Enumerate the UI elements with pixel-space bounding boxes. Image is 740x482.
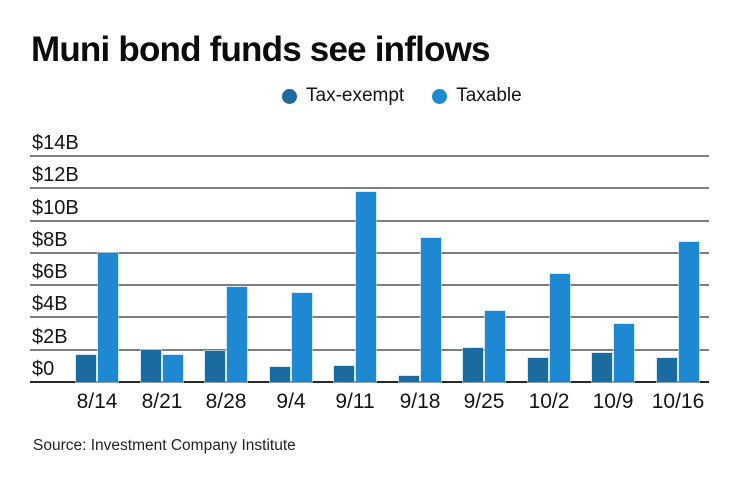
bar-taxable-10-9	[614, 324, 634, 382]
y-tick-label: $8B	[32, 229, 68, 251]
source-note: Source: Investment Company Institute	[33, 437, 296, 454]
bar-taxable-8-14	[98, 253, 118, 382]
bar-taxable-8-21	[163, 355, 183, 382]
y-tick-label: $10B	[32, 197, 79, 219]
y-tick-label: $0	[32, 358, 55, 380]
x-tick-label: 10/9	[592, 390, 634, 413]
x-tick-label: 10/16	[651, 390, 705, 413]
legend-item-tax-exempt: Tax-exempt	[282, 85, 404, 107]
legend-dot-taxable	[432, 88, 448, 104]
bar-taxable-9-11	[356, 192, 376, 382]
x-tick-label: 8/14	[76, 390, 118, 413]
x-tick-label: 9/4	[276, 390, 306, 413]
x-tick-label: 9/11	[335, 390, 375, 413]
bar-tax-exempt-10-9	[592, 353, 612, 382]
bar-taxable-9-4	[292, 293, 312, 382]
bar-taxable-9-18	[421, 238, 441, 382]
bar-taxable-10-16	[679, 242, 699, 382]
chart-legend: Tax-exempt Taxable	[282, 85, 522, 107]
x-tick-label: 10/2	[528, 390, 570, 413]
bar-tax-exempt-9-4	[270, 367, 290, 382]
y-tick-label: $4B	[32, 293, 68, 315]
bar-taxable-10-2	[550, 274, 570, 382]
bar-tax-exempt-9-18	[399, 376, 419, 382]
legend-item-taxable: Taxable	[432, 85, 522, 107]
chart-title: Muni bond funds see inflows	[31, 30, 490, 69]
y-tick-label: $6B	[32, 261, 68, 283]
bar-taxable-8-28	[227, 287, 247, 382]
bar-tax-exempt-9-11	[334, 366, 354, 382]
bar-taxable-9-25	[485, 311, 505, 382]
gridline-$14B	[30, 155, 709, 157]
y-tick-label: $14B	[32, 132, 79, 154]
legend-label-taxable: Taxable	[456, 85, 522, 106]
legend-dot-tax-exempt	[282, 88, 297, 104]
bar-tax-exempt-10-16	[657, 358, 677, 382]
bar-tax-exempt-8-21	[141, 350, 161, 382]
bar-tax-exempt-8-28	[205, 351, 225, 382]
bar-tax-exempt-9-25	[463, 348, 483, 382]
y-tick-label: $2B	[32, 326, 68, 348]
x-tick-label: 9/25	[463, 390, 505, 413]
bar-tax-exempt-10-2	[528, 358, 548, 382]
bar-tax-exempt-8-14	[76, 355, 96, 382]
x-axis-line	[30, 381, 709, 383]
y-tick-label: $12B	[32, 164, 79, 186]
x-tick-label: 8/28	[205, 390, 247, 413]
x-tick-label: 8/21	[141, 390, 183, 413]
gridline-$12B	[30, 187, 709, 189]
x-tick-label: 9/18	[399, 390, 441, 413]
legend-label-tax-exempt: Tax-exempt	[306, 85, 405, 106]
